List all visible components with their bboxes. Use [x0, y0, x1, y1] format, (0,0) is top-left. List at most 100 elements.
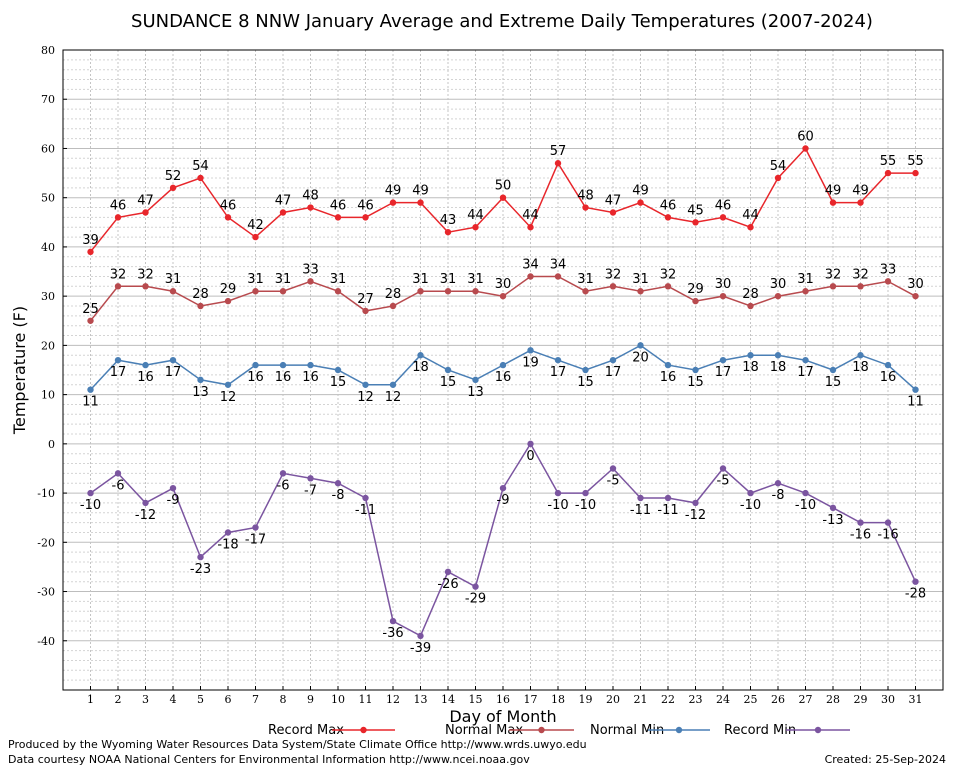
series-group: 39 46 47 52 54 46 42 47 48 46 46 49 49 43 44 50 44 57 48 47… — [80, 129, 926, 655]
record-max-data-label: 47 — [137, 193, 154, 208]
record-min-data-label: -8 — [772, 488, 785, 503]
x-tick-label: 8 — [280, 693, 287, 706]
normal-max-data-label: 32 — [137, 267, 154, 282]
record-max-data-label: 46 — [357, 198, 374, 213]
record-max-data-label: 43 — [440, 213, 457, 228]
record-min-point — [747, 489, 754, 497]
record-min-point — [499, 484, 507, 492]
x-tick-label: 10 — [331, 693, 345, 706]
normal-max-data-label: 29 — [220, 282, 237, 297]
record-max-data-label: 44 — [522, 208, 539, 223]
normal-max-data-label: 28 — [742, 287, 759, 302]
normal-min-data-label: 12 — [385, 390, 402, 405]
normal-min-data-label: 16 — [137, 370, 154, 385]
normal-max-point — [527, 273, 534, 280]
y-axis-label: Temperature (F) — [10, 306, 29, 435]
x-tick-label: 20 — [606, 693, 620, 706]
record-max-point — [389, 199, 397, 206]
record-min-data-label: -5 — [717, 473, 730, 488]
normal-max-data-label: 30 — [495, 277, 512, 292]
normal-max-data-label: 31 — [440, 272, 457, 287]
footer-data-courtesy: Data courtesy NOAA National Centers for … — [8, 753, 530, 766]
x-tick-label: 17 — [524, 693, 538, 706]
x-tick-label: 13 — [414, 693, 428, 706]
record-min-point — [334, 480, 342, 487]
normal-min-data-label: 12 — [220, 390, 237, 405]
record-min-point — [857, 519, 864, 526]
record-max-point — [829, 199, 837, 206]
normal-max-data-label: 34 — [550, 257, 567, 272]
normal-max-point — [114, 283, 122, 290]
x-tick-label: 7 — [252, 693, 259, 706]
grid-lines — [63, 50, 943, 690]
y-tick-label: 20 — [41, 339, 55, 352]
record-min-point — [609, 465, 617, 472]
normal-min-data-label: 17 — [605, 365, 622, 380]
record-max-data-label: 54 — [770, 159, 787, 174]
y-tick-label: 0 — [48, 438, 55, 451]
record-min-point — [774, 480, 782, 487]
x-tick-label: 23 — [689, 693, 703, 706]
normal-min-data-label: 15 — [440, 375, 457, 390]
normal-max-data-label: 31 — [797, 272, 814, 287]
y-tick-label: 80 — [41, 44, 55, 57]
record-min-data-label: -9 — [497, 493, 510, 508]
normal-min-data-label: 15 — [577, 375, 594, 390]
legend-marker-normal-min — [675, 726, 683, 734]
normal-min-data-label: 15 — [687, 375, 704, 390]
record-max-point — [554, 160, 562, 167]
normal-max-data-label: 28 — [192, 287, 209, 302]
normal-max-point — [912, 292, 919, 300]
record-min-data-label: -8 — [332, 488, 345, 503]
normal-min-data-label: 17 — [550, 365, 567, 380]
normal-max-data-label: 31 — [330, 272, 347, 287]
footer-produced-by: Produced by the Wyoming Water Resources … — [8, 738, 587, 751]
normal-max-point — [224, 297, 232, 305]
normal-max-data-label: 25 — [82, 302, 99, 317]
record-max-data-label: 46 — [330, 198, 347, 213]
normal-max-point — [637, 288, 644, 295]
record-min-data-label: -10 — [575, 498, 596, 513]
record-max-point — [417, 199, 424, 206]
normal-max-point — [362, 307, 369, 315]
record-min-point — [417, 632, 424, 640]
normal-min-data-label: 17 — [165, 365, 182, 380]
x-tick-label: 21 — [634, 693, 648, 706]
record-max-point — [499, 194, 507, 201]
normal-max-data-label: 32 — [825, 267, 842, 282]
record-min-point — [637, 494, 644, 502]
record-min-point — [169, 484, 177, 492]
record-max-data-label: 55 — [907, 154, 924, 169]
record-min-point — [197, 553, 204, 561]
record-min-data-label: -16 — [877, 528, 898, 543]
record-max-data-label: 49 — [632, 184, 649, 199]
record-max-data-label: 54 — [192, 159, 209, 174]
record-max-data-label: 46 — [715, 198, 732, 213]
record-min-point — [664, 494, 672, 502]
normal-min-data-label: 18 — [770, 360, 787, 375]
normal-max-data-label: 31 — [577, 272, 594, 287]
record-min-data-label: -12 — [685, 508, 706, 523]
normal-max-data-label: 31 — [412, 272, 429, 287]
x-tick-label: 9 — [307, 693, 314, 706]
normal-min-point — [362, 381, 369, 388]
normal-min-data-label: 16 — [660, 370, 677, 385]
normal-max-point — [472, 288, 479, 295]
record-max-data-label: 57 — [550, 144, 567, 159]
record-min-point — [884, 519, 892, 526]
record-min-data-label: -5 — [607, 473, 620, 488]
record-max-point — [774, 174, 782, 182]
normal-max-point — [582, 288, 589, 295]
legend-label-record-min: Record Min — [724, 723, 796, 738]
x-tick-label: 27 — [799, 693, 813, 706]
record-min-point — [554, 489, 562, 497]
y-tick-label: -10 — [37, 487, 55, 500]
record-min-data-label: -23 — [190, 562, 211, 577]
record-min-point — [307, 475, 314, 482]
record-max-point — [692, 219, 699, 226]
legend-label-normal-min: Normal Min — [590, 723, 664, 738]
record-min-data-label: -11 — [657, 503, 678, 518]
normal-max-point — [664, 283, 672, 290]
record-max-data-label: 47 — [275, 193, 292, 208]
